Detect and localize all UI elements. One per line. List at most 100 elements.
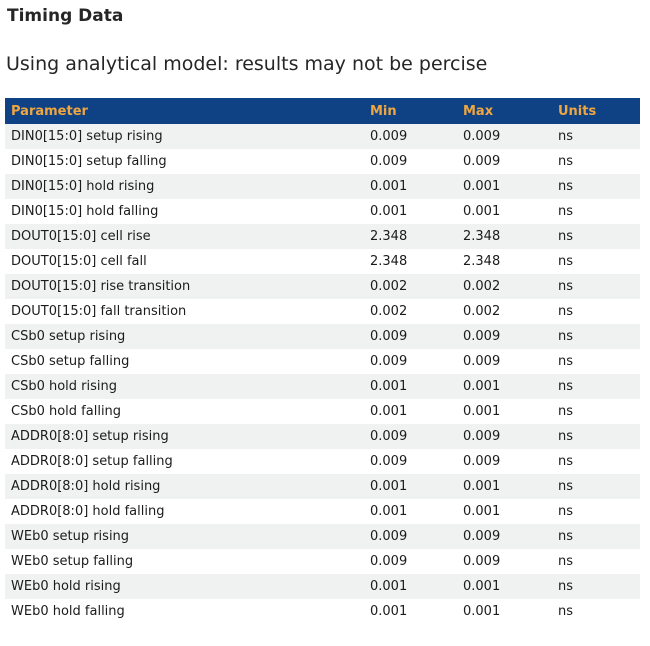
min-cell: 0.001 bbox=[370, 379, 408, 394]
max-cell: 2.348 bbox=[463, 229, 501, 244]
min-cell: 0.001 bbox=[370, 579, 408, 594]
units-cell: ns bbox=[558, 254, 574, 269]
table-row: WEb0 setup rising 0.009 0.009 ns bbox=[5, 524, 640, 549]
max-cell: 0.001 bbox=[463, 479, 501, 494]
table-row: DIN0[15:0] hold falling 0.001 0.001 ns bbox=[5, 199, 640, 224]
table-header-row: Parameter Min Max Units bbox=[5, 98, 640, 124]
units-cell: ns bbox=[558, 279, 574, 294]
table-row: DOUT0[15:0] cell rise 2.348 2.348 ns bbox=[5, 224, 640, 249]
max-cell: 0.009 bbox=[463, 129, 501, 144]
table-row: WEb0 hold falling 0.001 0.001 ns bbox=[5, 599, 640, 624]
min-cell: 2.348 bbox=[370, 229, 408, 244]
max-cell: 0.002 bbox=[463, 304, 501, 319]
timing-data-table: Parameter Min Max Units DIN0[15:0] setup… bbox=[5, 98, 640, 624]
min-cell: 0.009 bbox=[370, 154, 408, 169]
table-row: WEb0 hold rising 0.001 0.001 ns bbox=[5, 574, 640, 599]
max-cell: 0.001 bbox=[463, 379, 501, 394]
units-cell: ns bbox=[558, 229, 574, 244]
min-cell: 0.009 bbox=[370, 454, 408, 469]
parameter-cell: ADDR0[8:0] hold rising bbox=[11, 479, 161, 494]
min-cell: 0.002 bbox=[370, 279, 408, 294]
parameter-cell: ADDR0[8:0] setup falling bbox=[11, 454, 173, 469]
table-row: ADDR0[8:0] setup rising 0.009 0.009 ns bbox=[5, 424, 640, 449]
units-cell: ns bbox=[558, 304, 574, 319]
parameter-cell: CSb0 hold rising bbox=[11, 379, 118, 394]
min-cell: 0.001 bbox=[370, 179, 408, 194]
units-cell: ns bbox=[558, 554, 574, 569]
max-cell: 0.009 bbox=[463, 354, 501, 369]
parameter-cell: DIN0[15:0] hold falling bbox=[11, 204, 159, 219]
table-row: DIN0[15:0] hold rising 0.001 0.001 ns bbox=[5, 174, 640, 199]
min-cell: 0.002 bbox=[370, 304, 408, 319]
max-cell: 2.348 bbox=[463, 254, 501, 269]
page-subtitle: Using analytical model: results may not … bbox=[6, 53, 488, 75]
units-cell: ns bbox=[558, 504, 574, 519]
min-cell: 0.001 bbox=[370, 404, 408, 419]
column-header-parameter: Parameter bbox=[5, 98, 370, 124]
max-cell: 0.002 bbox=[463, 279, 501, 294]
min-cell: 0.001 bbox=[370, 204, 408, 219]
table-row: CSb0 setup rising 0.009 0.009 ns bbox=[5, 324, 640, 349]
parameter-cell: DIN0[15:0] hold rising bbox=[11, 179, 155, 194]
parameter-cell: DOUT0[15:0] cell fall bbox=[11, 254, 147, 269]
max-cell: 0.009 bbox=[463, 454, 501, 469]
parameter-cell: WEb0 setup rising bbox=[11, 529, 130, 544]
parameter-cell: CSb0 setup rising bbox=[11, 329, 126, 344]
min-cell: 0.001 bbox=[370, 604, 408, 619]
table-row: CSb0 hold rising 0.001 0.001 ns bbox=[5, 374, 640, 399]
max-cell: 0.001 bbox=[463, 179, 501, 194]
max-cell: 0.009 bbox=[463, 329, 501, 344]
units-cell: ns bbox=[558, 329, 574, 344]
parameter-cell: DOUT0[15:0] cell rise bbox=[11, 229, 151, 244]
max-cell: 0.001 bbox=[463, 579, 501, 594]
table-row: DIN0[15:0] setup rising 0.009 0.009 ns bbox=[5, 124, 640, 149]
max-cell: 0.001 bbox=[463, 504, 501, 519]
table-row: ADDR0[8:0] hold rising 0.001 0.001 ns bbox=[5, 474, 640, 499]
min-cell: 0.009 bbox=[370, 554, 408, 569]
units-cell: ns bbox=[558, 479, 574, 494]
parameter-cell: WEb0 hold falling bbox=[11, 604, 125, 619]
units-cell: ns bbox=[558, 379, 574, 394]
table-row: CSb0 hold falling 0.001 0.001 ns bbox=[5, 399, 640, 424]
units-cell: ns bbox=[558, 129, 574, 144]
units-cell: ns bbox=[558, 454, 574, 469]
units-cell: ns bbox=[558, 354, 574, 369]
table-row: DOUT0[15:0] cell fall 2.348 2.348 ns bbox=[5, 249, 640, 274]
min-cell: 2.348 bbox=[370, 254, 408, 269]
parameter-cell: DOUT0[15:0] fall transition bbox=[11, 304, 187, 319]
parameter-cell: WEb0 setup falling bbox=[11, 554, 134, 569]
units-cell: ns bbox=[558, 154, 574, 169]
units-cell: ns bbox=[558, 529, 574, 544]
min-cell: 0.009 bbox=[370, 529, 408, 544]
units-cell: ns bbox=[558, 579, 574, 594]
parameter-cell: CSb0 hold falling bbox=[11, 404, 122, 419]
min-cell: 0.001 bbox=[370, 479, 408, 494]
column-header-units: Units bbox=[558, 98, 640, 124]
table-row: WEb0 setup falling 0.009 0.009 ns bbox=[5, 549, 640, 574]
min-cell: 0.009 bbox=[370, 329, 408, 344]
max-cell: 0.009 bbox=[463, 429, 501, 444]
table-row: CSb0 setup falling 0.009 0.009 ns bbox=[5, 349, 640, 374]
table-row: DIN0[15:0] setup falling 0.009 0.009 ns bbox=[5, 149, 640, 174]
max-cell: 0.009 bbox=[463, 529, 501, 544]
parameter-cell: DIN0[15:0] setup rising bbox=[11, 129, 163, 144]
units-cell: ns bbox=[558, 204, 574, 219]
max-cell: 0.001 bbox=[463, 604, 501, 619]
units-cell: ns bbox=[558, 604, 574, 619]
table-row: ADDR0[8:0] setup falling 0.009 0.009 ns bbox=[5, 449, 640, 474]
table-row: ADDR0[8:0] hold falling 0.001 0.001 ns bbox=[5, 499, 640, 524]
parameter-cell: DIN0[15:0] setup falling bbox=[11, 154, 167, 169]
parameter-cell: ADDR0[8:0] hold falling bbox=[11, 504, 165, 519]
page-title: Timing Data bbox=[7, 6, 124, 26]
column-header-max: Max bbox=[463, 98, 558, 124]
units-cell: ns bbox=[558, 404, 574, 419]
max-cell: 0.009 bbox=[463, 154, 501, 169]
min-cell: 0.009 bbox=[370, 129, 408, 144]
min-cell: 0.001 bbox=[370, 504, 408, 519]
max-cell: 0.001 bbox=[463, 404, 501, 419]
column-header-min: Min bbox=[370, 98, 463, 124]
units-cell: ns bbox=[558, 179, 574, 194]
table-row: DOUT0[15:0] rise transition 0.002 0.002 … bbox=[5, 274, 640, 299]
parameter-cell: ADDR0[8:0] setup rising bbox=[11, 429, 169, 444]
parameter-cell: WEb0 hold rising bbox=[11, 579, 121, 594]
